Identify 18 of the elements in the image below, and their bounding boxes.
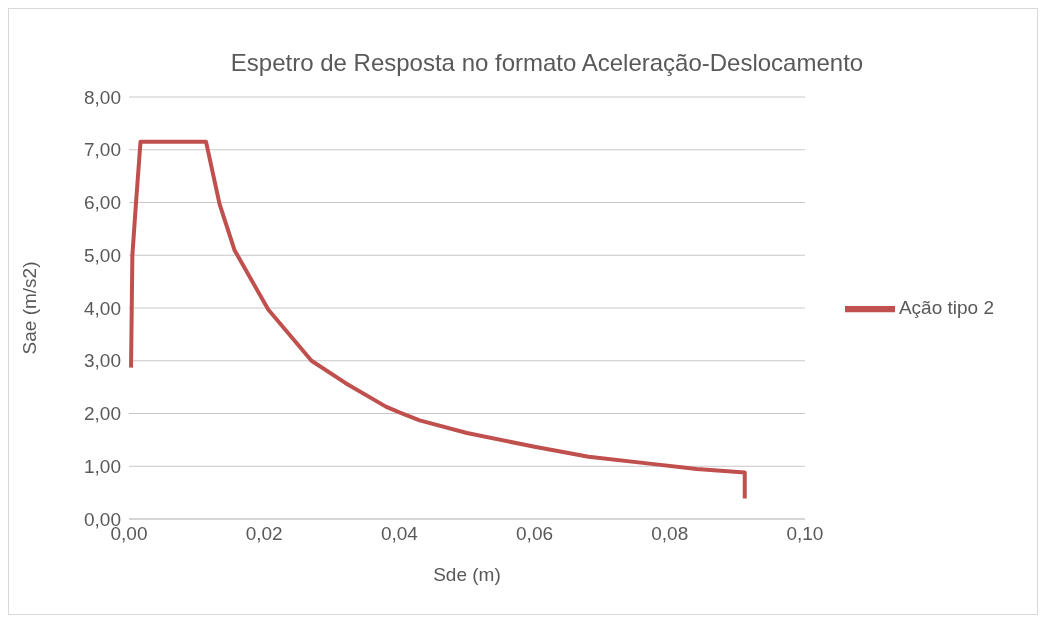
chart-title: Espetro de Resposta no formato Aceleração-Deslocamento [229,49,865,77]
y-tick-label: 4,00 [84,297,121,319]
x-tick-label: 0,02 [245,523,283,545]
x-axis-title: Sde (m) [433,564,501,585]
legend-label: Ação tipo 2 [898,297,994,319]
y-tick-label: 7,00 [84,139,121,161]
y-tick-label: 2,00 [84,403,121,425]
x-tick-label: 0,10 [786,523,824,545]
y-axis-title: Sae (m/s2) [18,261,40,355]
x-tick-label: 0,04 [380,523,419,545]
line-series [129,139,747,501]
x-tick-label: 0,08 [651,523,689,545]
y-tick-label: 6,00 [84,192,121,214]
y-tick-label: 3,00 [84,350,121,372]
y-tick-label: 1,00 [84,455,121,477]
y-tick-label: 5,00 [84,244,121,266]
x-tick-label: 0,06 [516,523,554,545]
y-tick-label: 8,00 [84,86,121,108]
